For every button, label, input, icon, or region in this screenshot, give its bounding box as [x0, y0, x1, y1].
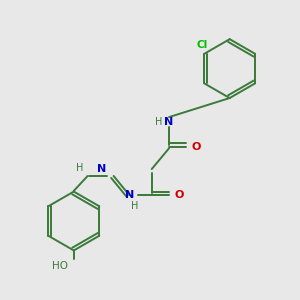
Text: N: N — [164, 117, 174, 127]
Text: N: N — [97, 164, 106, 174]
Text: Cl: Cl — [197, 40, 208, 50]
Text: O: O — [192, 142, 201, 152]
Text: HO: HO — [52, 261, 68, 271]
Text: O: O — [174, 190, 184, 200]
Text: H: H — [131, 201, 138, 211]
Text: N: N — [125, 190, 134, 200]
Text: H: H — [155, 117, 163, 127]
Text: H: H — [76, 163, 83, 172]
